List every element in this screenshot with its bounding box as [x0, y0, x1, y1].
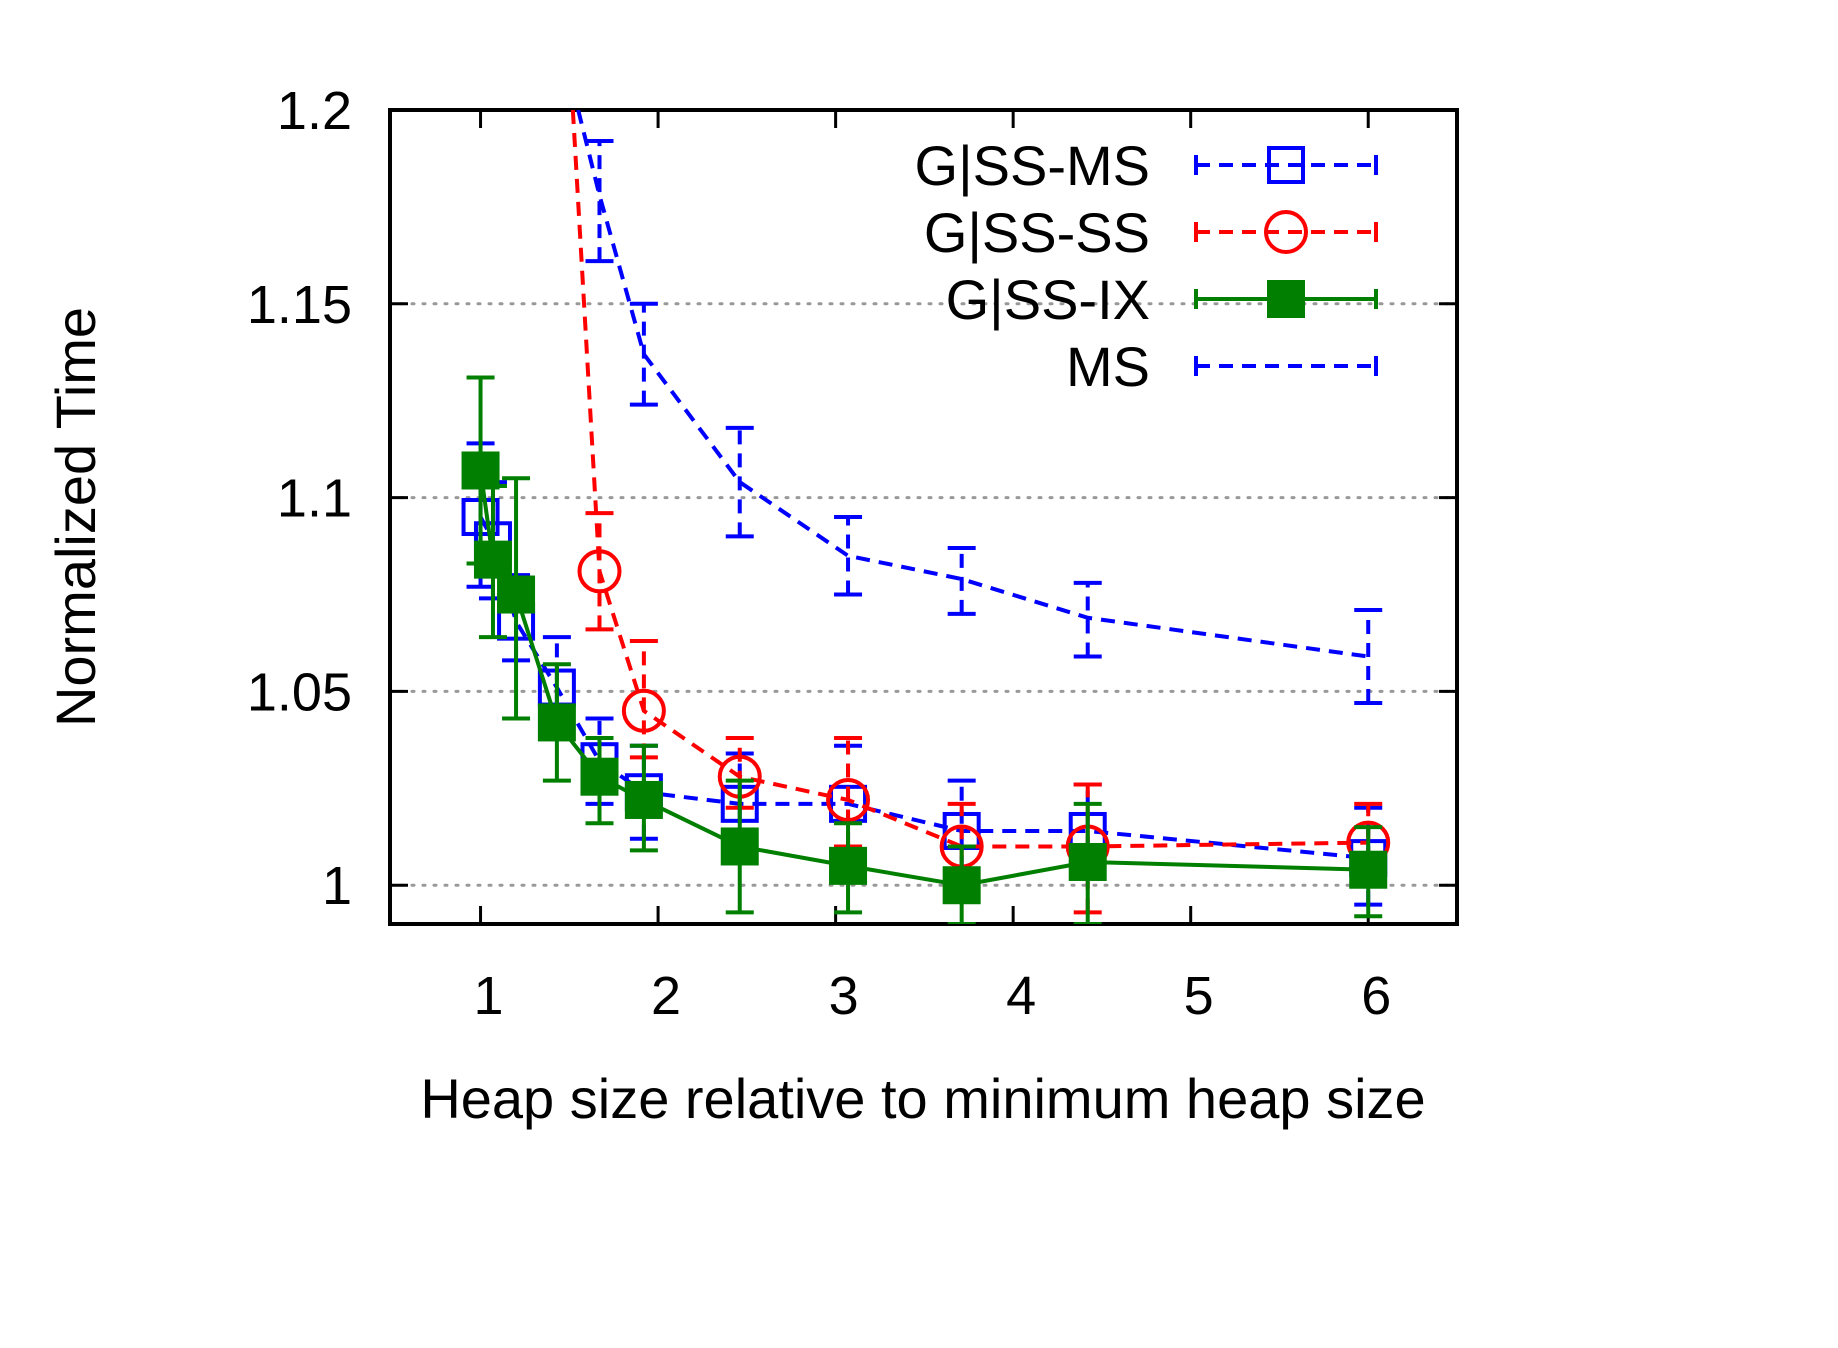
- data-point: [537, 703, 576, 742]
- x-axis-label: Heap size relative to minimum heap size: [420, 1067, 1425, 1130]
- legend-label: G|SS-IX: [946, 268, 1150, 331]
- axes: [388, 108, 1459, 926]
- legend-item: G|SS-SS: [924, 201, 1378, 264]
- x-tick-label: 3: [829, 966, 859, 1026]
- series-ms: [576, 110, 1383, 706]
- data-point: [826, 777, 871, 822]
- y-tick-label: 1: [322, 856, 352, 916]
- y-tick-label: 1.05: [247, 662, 352, 722]
- data-point: [461, 451, 500, 490]
- y-tick-label: 1.2: [277, 81, 352, 141]
- data-point: [577, 549, 622, 594]
- data-point: [829, 846, 868, 885]
- y-tick-labels: 1 1.05 1.1 1.15 1.2: [247, 81, 352, 916]
- legend-label: G|SS-MS: [915, 134, 1150, 197]
- data-point: [1068, 842, 1107, 881]
- series-g-ss-ix: [461, 375, 1388, 924]
- y-tick-label: 1.1: [277, 469, 352, 529]
- legend-marker: [1264, 210, 1308, 254]
- y-tick-label: 1.15: [247, 275, 352, 335]
- y-axis-label: Normalized Time: [44, 307, 107, 727]
- data-point: [580, 757, 619, 796]
- series-line: [576, 110, 1369, 659]
- legend-marker: [1267, 280, 1305, 318]
- legend-item: MS: [1066, 335, 1378, 398]
- grid-lines: [388, 302, 1459, 887]
- data-point: [621, 688, 666, 733]
- legend-marker: [1267, 146, 1305, 184]
- x-tick-label: 2: [651, 966, 681, 1026]
- data-point: [720, 827, 759, 866]
- legend-item: G|SS-MS: [915, 134, 1378, 197]
- x-tick-label: 1: [474, 966, 504, 1026]
- legend-item: G|SS-IX: [946, 268, 1378, 331]
- x-tick-labels: 1 2 3 4 5 6: [474, 966, 1392, 1026]
- plot-area: [461, 110, 1391, 924]
- x-tick-label: 4: [1006, 966, 1036, 1026]
- x-tick-label: 5: [1184, 966, 1214, 1026]
- legend-label: MS: [1066, 335, 1150, 398]
- plot-frame: [388, 108, 1459, 926]
- x-tick-label: 6: [1361, 966, 1391, 1026]
- data-point: [624, 780, 663, 819]
- series-line: [478, 516, 1369, 861]
- legend-label: G|SS-SS: [924, 201, 1150, 264]
- data-point: [942, 866, 981, 905]
- data-point: [497, 575, 536, 614]
- data-point: [473, 540, 512, 579]
- data-point: [1349, 850, 1388, 889]
